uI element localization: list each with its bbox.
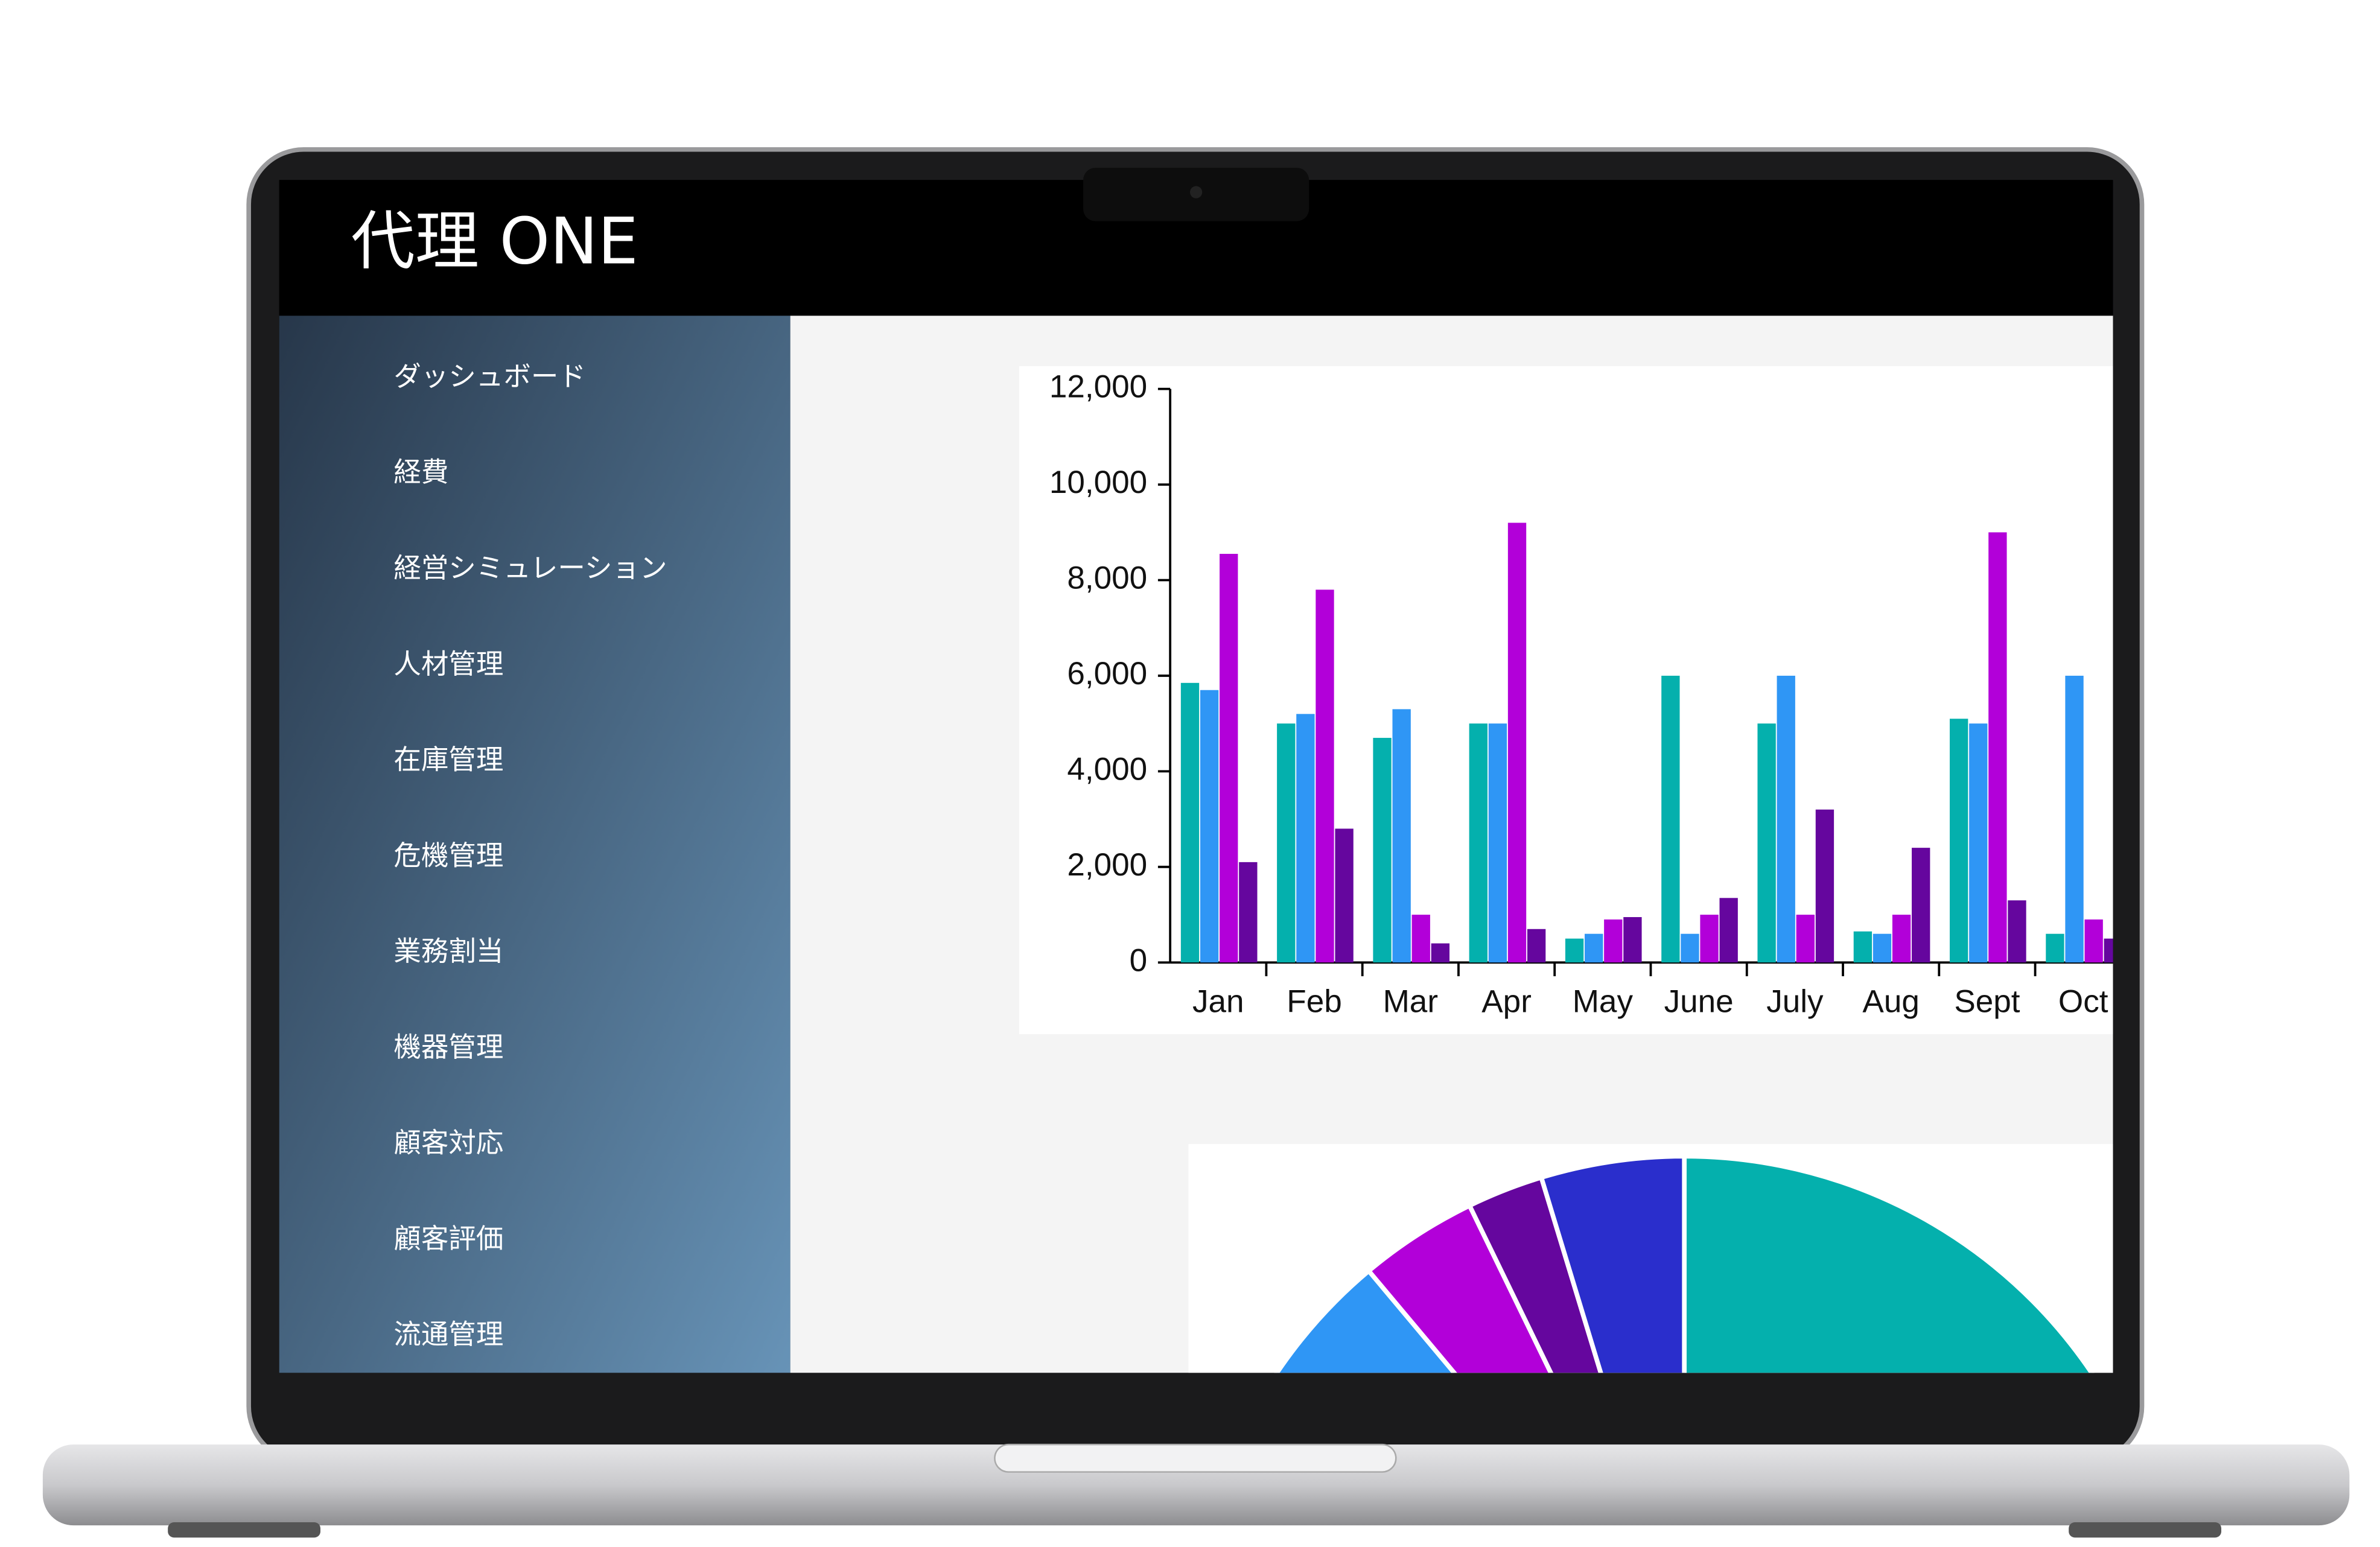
bar [2104, 938, 2113, 963]
bar [1623, 916, 1642, 963]
nav-item[interactable]: 機器管理 [393, 1031, 503, 1063]
y-tick-label: 8,000 [1067, 561, 1147, 596]
bar [1872, 933, 1892, 963]
y-tick-label: 12,000 [1049, 369, 1147, 405]
x-tick-label: July [1766, 984, 1824, 1020]
bar [1200, 690, 1219, 963]
bar [1853, 931, 1872, 963]
y-tick-label: 10,000 [1049, 465, 1147, 500]
foot [168, 1522, 320, 1538]
x-tick-label: Feb [1287, 984, 1341, 1020]
bar [1296, 714, 1315, 963]
x-tick-label: Oct [2058, 984, 2108, 1020]
nav-item[interactable]: 業務割当 [393, 935, 503, 967]
bar [1239, 862, 1258, 963]
bar [1585, 933, 1603, 963]
x-tick-label: June [1664, 984, 1734, 1020]
pie-slice [1682, 1154, 2095, 1373]
nav-item[interactable]: ダッシュボード [393, 360, 586, 392]
pie-slice [1274, 1268, 1457, 1373]
pie-chart-panel [1188, 1144, 2113, 1373]
bar [1700, 915, 1719, 963]
nav-item[interactable]: 顧客評価 [393, 1222, 503, 1254]
foot [2069, 1522, 2221, 1538]
x-tick-label: Sept [1954, 984, 2020, 1020]
x-tick-label: Apr [1481, 984, 1532, 1020]
bar [2084, 919, 2103, 963]
nav-item[interactable]: 人材管理 [393, 648, 503, 680]
bar [1469, 723, 1488, 963]
bar [1777, 675, 1795, 963]
pie-chart [1274, 1154, 2095, 1373]
bar [1969, 723, 1988, 963]
x-tick-label: Aug [1862, 984, 1919, 1020]
app-title: 代理 ONE [351, 204, 638, 279]
camera [1190, 186, 1203, 199]
x-tick-label: Jan [1192, 984, 1244, 1020]
base [42, 1444, 2350, 1526]
pie-slice [1538, 1154, 1687, 1373]
y-tick-label: 2,000 [1067, 847, 1147, 883]
bar [1912, 848, 1930, 963]
bar [1373, 737, 1392, 963]
nav-item[interactable]: 経営シミュレーション [393, 552, 667, 584]
bar [1507, 523, 1527, 963]
bar [1681, 933, 1699, 963]
bar [1335, 828, 1354, 963]
y-tick-label: 0 [1130, 942, 1148, 978]
bar [2065, 675, 2084, 963]
bar [1277, 723, 1296, 963]
bar [1796, 915, 1815, 963]
base-notch [994, 1443, 1397, 1473]
bar [1757, 723, 1776, 963]
bar [1719, 898, 1738, 963]
bar [1815, 809, 1834, 963]
bar [1316, 589, 1334, 963]
bar [1949, 719, 1968, 963]
y-tick-label: 6,000 [1067, 656, 1147, 691]
bar [2046, 933, 2064, 963]
bar [1527, 929, 1546, 963]
bar [1661, 675, 1680, 963]
nav-item[interactable]: 経費 [393, 456, 448, 488]
bar [1488, 723, 1507, 963]
bar [1431, 943, 1450, 963]
bar [1411, 915, 1430, 963]
nav-item[interactable]: 顧客対応 [393, 1127, 503, 1159]
x-tick-label: May [1573, 984, 1634, 1020]
x-tick-label: Mar [1383, 984, 1438, 1020]
bar [1565, 938, 1584, 963]
bar-chart-panel: 0 2,000 4,000 6,000 8,000 10,000 12,000 Jan Feb M… [1019, 366, 2113, 1035]
pie-slice [1365, 1202, 1554, 1373]
bar [1892, 915, 1911, 963]
y-tick-label: 4,000 [1067, 751, 1147, 787]
bar [1988, 532, 2007, 963]
nav-item[interactable]: 在庫管理 [393, 744, 503, 776]
bar [2008, 900, 2026, 963]
nav-list: ダッシュボード経費経営シミュレーション人材管理在庫管理危機管理業務割当機器管理顧… [393, 360, 667, 1350]
bar [1392, 709, 1411, 963]
bar-chart: 0 2,000 4,000 6,000 8,000 10,000 12,000 Jan Feb M… [1049, 369, 2113, 1020]
bar [1220, 553, 1238, 963]
bar [1604, 919, 1623, 963]
nav-item[interactable]: 流通管理 [393, 1318, 503, 1350]
nav-item[interactable]: 危機管理 [393, 839, 503, 871]
sidebar [279, 316, 791, 1373]
bar [1180, 682, 1200, 963]
